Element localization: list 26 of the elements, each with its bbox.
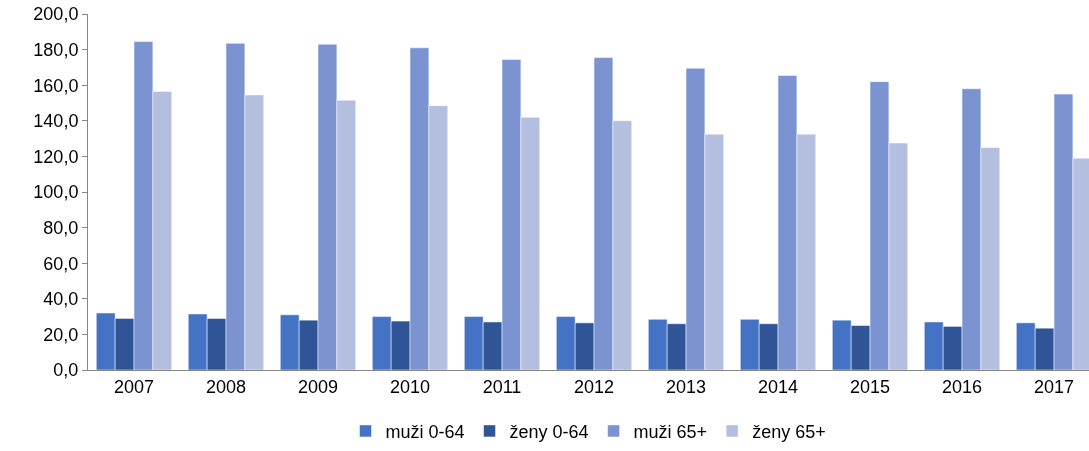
x-tick-label: 2016 [942, 376, 983, 397]
x-tick-label: 2007 [113, 376, 155, 397]
x-tick-label: 2009 [297, 376, 339, 397]
y-tick-label: 120,0 [33, 146, 79, 167]
y-tick-label: 60,0 [43, 253, 79, 274]
x-tick-label: 2011 [482, 376, 522, 397]
x-tick-label: 2017 [1034, 376, 1075, 397]
legend-label: ženy 65+ [752, 421, 826, 442]
x-tick-label: 2010 [389, 376, 431, 397]
y-tick-label: 200,0 [33, 4, 79, 25]
x-tick-label: 2012 [574, 376, 615, 397]
x-tick-label: 2008 [205, 376, 247, 397]
y-tick-label: 80,0 [43, 217, 79, 238]
legend-label: muži 0-64 [385, 421, 465, 442]
x-tick-label: 2014 [758, 376, 799, 397]
y-tick-label: 20,0 [43, 324, 79, 345]
legend-label: ženy 0-64 [509, 421, 589, 442]
y-tick-label: 40,0 [43, 289, 79, 310]
y-tick-label: 100,0 [33, 182, 79, 203]
y-tick-label: 140,0 [33, 111, 79, 132]
x-tick-label: 2015 [850, 376, 891, 397]
y-tick-label: 160,0 [33, 75, 79, 96]
legend-label: muži 65+ [633, 421, 708, 442]
y-tick-label: 180,0 [33, 39, 79, 60]
x-tick-label: 2013 [666, 376, 707, 397]
y-tick-label: 0,0 [53, 360, 79, 381]
